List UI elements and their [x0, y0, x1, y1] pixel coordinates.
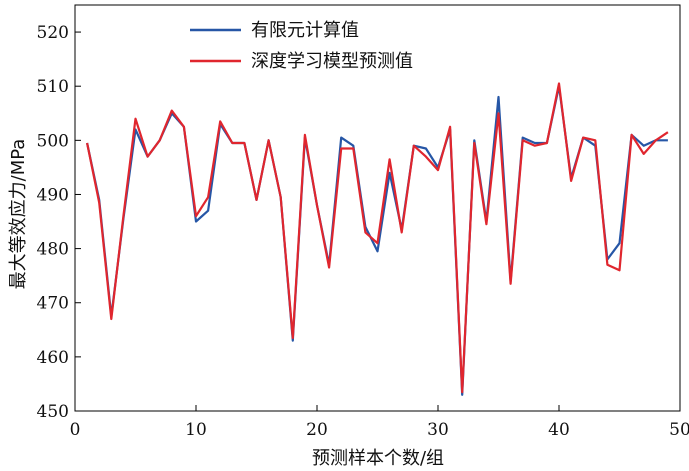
- y-tick-label: 450: [37, 402, 69, 422]
- plot-frame: [74, 4, 681, 412]
- y-tick-label: 460: [37, 348, 69, 368]
- x-tick-label: 40: [548, 420, 570, 440]
- y-tick-label: 490: [37, 185, 69, 205]
- y-axis-ticks: 450 460 470 480 490 500 510 520: [37, 23, 81, 422]
- y-tick-label: 510: [37, 77, 69, 97]
- x-tick-label: 0: [70, 420, 81, 440]
- x-tick-label: 50: [669, 420, 689, 440]
- legend-label-1: 有限元计算值: [251, 20, 359, 41]
- x-axis-ticks: 0 10 20 30 40 50: [70, 405, 689, 440]
- x-axis-title: 预测样本个数/组: [312, 448, 444, 469]
- series-line-2: [86, 82, 669, 394]
- y-tick-label: 470: [37, 294, 69, 314]
- y-tick-label: 480: [37, 240, 69, 260]
- y-tick-label: 500: [37, 131, 69, 151]
- plot-area: [74, 4, 681, 412]
- series-layer: [86, 82, 669, 396]
- y-tick-label: 520: [37, 23, 69, 43]
- legend-label-2: 深度学习模型预测值: [251, 51, 413, 72]
- x-tick-label: 20: [306, 420, 328, 440]
- x-tick-label: 10: [185, 420, 207, 440]
- y-axis-title: 最大等效应力/MPa: [8, 139, 29, 290]
- x-tick-label: 30: [427, 420, 449, 440]
